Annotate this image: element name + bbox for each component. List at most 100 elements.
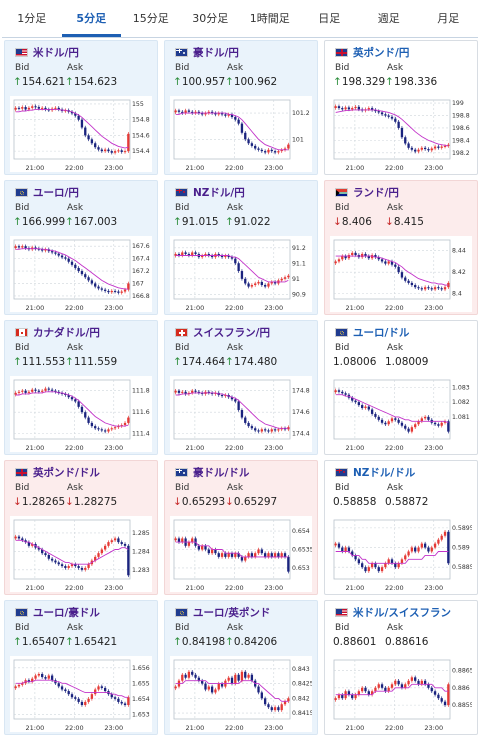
price-chart[interactable]: 21:00 22:00 23:00 0.5895 0.589 0.5885	[330, 516, 472, 592]
price-chart[interactable]: 21:00 22:00 23:00 199 198.8 198.6 198.4 198.2	[330, 96, 472, 172]
rate-card[interactable]: ユーロ/円 Bid Ask ↑166.999 ↑167.003 21:00 22:…	[4, 180, 158, 315]
pair-title[interactable]: ユーロ/豪ドル	[15, 605, 100, 619]
tab-1[interactable]: 5分足	[61, 0, 121, 37]
pair-name[interactable]: スイスフラン/円	[193, 326, 271, 339]
pair-title[interactable]: ユーロ/英ポンド	[175, 605, 270, 619]
candle-body	[430, 547, 433, 552]
x-tick-label: 21:00	[186, 724, 205, 732]
pair-name[interactable]: ユーロ/豪ドル	[33, 606, 100, 619]
bid-label: Bid	[335, 203, 350, 213]
candle-body	[220, 113, 224, 115]
rate-card[interactable]: 英ポンド/円 Bid Ask ↑198.329 ↑198.336 21:00 22…	[324, 40, 478, 175]
plot-frame	[13, 659, 131, 720]
pair-title[interactable]: 米ドル/スイスフラン	[335, 605, 451, 619]
plot-frame	[13, 379, 131, 440]
bid-label: Bid	[335, 623, 350, 633]
pair-name[interactable]: ユーロ/円	[33, 186, 79, 199]
rate-card[interactable]: 米ドル/スイスフラン Bid Ask 0.88601 0.88616 21:00…	[324, 600, 478, 735]
pair-title[interactable]: ユーロ/ドル	[335, 325, 409, 339]
pair-name[interactable]: 英ポンド/円	[353, 46, 410, 59]
candle-body	[414, 677, 417, 681]
price-chart[interactable]: 21:00 22:00 23:00 1.656 1.655 1.654 1.653	[10, 656, 152, 732]
pair-name[interactable]: 米ドル/円	[33, 46, 79, 59]
pair-name[interactable]: 豪ドル/円	[193, 46, 239, 59]
candle-body	[34, 389, 37, 391]
pair-name[interactable]: ユーロ/英ポンド	[193, 606, 271, 619]
ask-value: ↑1.65421	[65, 636, 117, 648]
candle-body	[397, 266, 400, 273]
rate-card[interactable]: ユーロ/豪ドル Bid Ask ↑1.65407 ↑1.65421 21:00 2…	[4, 600, 158, 735]
price-chart[interactable]: 21:00 22:00 23:00 0.654 0.6535 0.653	[170, 516, 312, 592]
tab-5[interactable]: 日足	[318, 12, 341, 25]
pair-title[interactable]: カナダドル/円	[15, 325, 100, 339]
price-chart[interactable]: 21:00 22:00 23:00 111.8 111.6 111.4	[10, 376, 152, 452]
price-chart[interactable]: 21:00 22:00 23:00 8.44 8.42 8.4	[330, 236, 472, 312]
price-chart[interactable]: 21:00 22:00 23:00 167.6 167.4 167.2 167 166.8	[10, 236, 152, 312]
candle-body	[207, 686, 210, 690]
pair-title[interactable]: 英ポンド/ドル	[15, 465, 100, 479]
pair-name[interactable]: カナダドル/円	[33, 326, 100, 339]
pair-title[interactable]: 英ポンド/円	[335, 45, 409, 59]
rate-card[interactable]: NZドル/円 Bid Ask ↑91.015 ↑91.022 21:00 22:0…	[164, 180, 318, 315]
candle-body	[270, 149, 273, 152]
pair-title[interactable]: 豪ドル/ドル	[175, 465, 249, 479]
candle-body	[120, 701, 123, 704]
tab-3[interactable]: 30分足	[192, 12, 229, 25]
candle-body	[240, 410, 244, 418]
candle-body	[210, 255, 214, 258]
pair-name[interactable]: ユーロ/ドル	[353, 326, 410, 339]
pair-name[interactable]: ランド/円	[353, 186, 399, 199]
rate-card[interactable]: 豪ドル/円 Bid Ask ↑100.957 ↑100.962 21:00 22:…	[164, 40, 318, 175]
price-chart[interactable]: 21:00 22:00 23:00 1.285 1.284 1.283	[10, 516, 152, 592]
pair-title[interactable]: ランド/円	[335, 185, 399, 199]
tab-7[interactable]: 月足	[437, 12, 460, 25]
candle-body	[14, 686, 17, 689]
price-chart[interactable]: 21:00 22:00 23:00 101.2 101	[170, 96, 312, 172]
tab-0[interactable]: 1分足	[17, 12, 47, 25]
x-tick-label: 23:00	[264, 444, 283, 452]
rate-card[interactable]: スイスフラン/円 Bid Ask ↑174.464 ↑174.480 21:00…	[164, 320, 318, 455]
price-chart[interactable]: 21:00 22:00 23:00 0.843 0.8425 0.842 0.8415	[170, 656, 312, 732]
x-tick-label: 22:00	[225, 444, 244, 452]
pair-title[interactable]: NZドル/円	[175, 185, 245, 199]
pair-title[interactable]: NZドル/ドル	[335, 465, 415, 479]
price-chart[interactable]: 21:00 22:00 23:00 174.8 174.6 174.4	[170, 376, 312, 452]
rate-card[interactable]: 豪ドル/ドル Bid Ask ↓0.65293 ↓0.65297 21:00 22…	[164, 460, 318, 595]
tab-2[interactable]: 15分足	[132, 12, 169, 25]
pair-title[interactable]: 米ドル/円	[15, 45, 79, 59]
y-tick-label: 1.283	[132, 567, 150, 574]
y-tick-label: 0.886	[452, 685, 470, 692]
candle-body	[47, 675, 50, 679]
ask-label: Ask	[67, 623, 84, 633]
candlestick-chart: 21:00 22:00 23:00 1.285 1.284 1.283	[13, 519, 150, 592]
pair-name[interactable]: 米ドル/スイスフラン	[353, 606, 452, 619]
price-chart[interactable]: 21:00 22:00 23:00 1.083 1.082 1.081	[330, 376, 472, 452]
pair-name[interactable]: 英ポンド/ドル	[33, 466, 100, 479]
rate-card[interactable]: ユーロ/ドル Bid Ask 1.08006 1.08009 21:00 22:0…	[324, 320, 478, 455]
candle-body	[84, 412, 87, 418]
candle-body	[417, 421, 420, 425]
pair-title[interactable]: スイスフラン/円	[175, 325, 270, 339]
rate-card[interactable]: カナダドル/円 Bid Ask ↑111.553 ↑111.559 21:00 2…	[4, 320, 158, 455]
candle-body	[237, 674, 240, 681]
pair-name[interactable]: NZドル/ドル	[353, 466, 416, 479]
candle-body	[397, 419, 400, 423]
tab-4[interactable]: 1時間足	[249, 12, 290, 25]
candle-body	[443, 421, 447, 423]
rate-card[interactable]: ユーロ/英ポンド Bid Ask ↑0.84198 ↑0.84206 21:00…	[164, 600, 318, 735]
candle-body	[17, 391, 21, 393]
x-tick-label: 21:00	[346, 584, 365, 592]
pair-title[interactable]: 豪ドル/円	[175, 45, 239, 59]
rate-card[interactable]: NZドル/ドル Bid Ask 0.58858 0.58872 21:00 22:…	[324, 460, 478, 595]
price-chart[interactable]: 21:00 22:00 23:00 0.8865 0.886 0.8855	[330, 656, 472, 732]
pair-title[interactable]: ユーロ/円	[15, 185, 79, 199]
pair-name[interactable]: 豪ドル/ドル	[193, 466, 250, 479]
rate-card[interactable]: 英ポンド/ドル Bid Ask ↓1.28265 ↓1.28275 21:00 2…	[4, 460, 158, 595]
pair-name[interactable]: NZドル/円	[193, 186, 245, 199]
x-tick-label: 23:00	[424, 584, 443, 592]
price-chart[interactable]: 21:00 22:00 23:00 91.2 91.1 91 90.9	[170, 236, 312, 312]
price-chart[interactable]: 21:00 22:00 23:00 155 154.8 154.6 154.4	[10, 96, 152, 172]
rate-card[interactable]: ランド/円 Bid Ask ↓8.406 ↓8.415 21:00 22:00 23…	[324, 180, 478, 315]
tab-6[interactable]: 週足	[377, 12, 400, 25]
rate-card[interactable]: 米ドル/円 Bid Ask ↑154.621 ↑154.623 21:00 22:…	[4, 40, 158, 175]
